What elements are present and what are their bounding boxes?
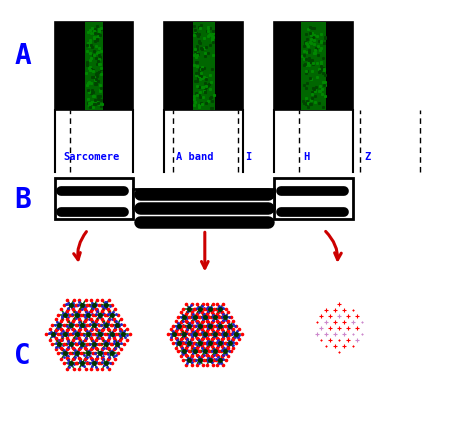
Bar bbox=[54, 178, 133, 219]
Bar bbox=[164, 22, 243, 110]
Text: A: A bbox=[14, 42, 31, 70]
Bar bbox=[54, 22, 133, 110]
Text: Z: Z bbox=[364, 152, 370, 162]
Text: B: B bbox=[14, 185, 31, 214]
Bar bbox=[193, 22, 215, 110]
Bar bbox=[133, 189, 274, 208]
Bar bbox=[86, 22, 103, 110]
Bar bbox=[274, 22, 353, 110]
Bar bbox=[302, 22, 326, 110]
Text: Sarcomere: Sarcomere bbox=[63, 152, 120, 162]
Text: A band: A band bbox=[176, 152, 213, 162]
Text: C: C bbox=[14, 341, 31, 370]
Text: I: I bbox=[245, 152, 252, 162]
Text: H: H bbox=[303, 152, 310, 162]
Bar bbox=[274, 178, 353, 219]
